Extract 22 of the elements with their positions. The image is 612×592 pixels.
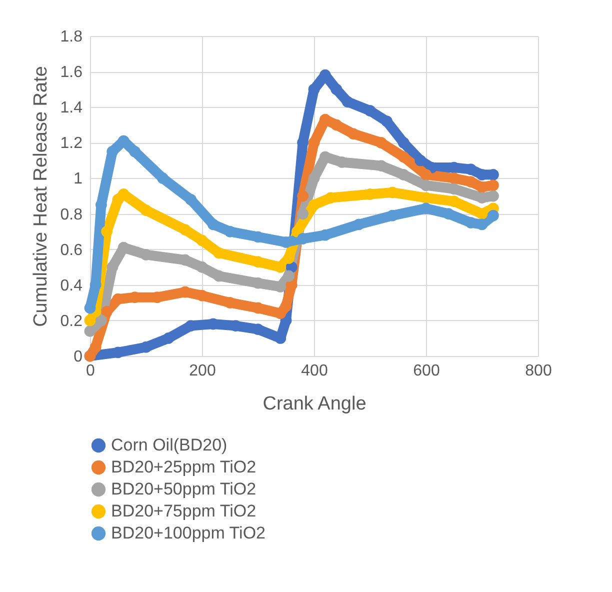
- x-tick-label: 400: [301, 362, 328, 380]
- x-axis-title: Crank Angle: [262, 394, 366, 414]
- y-tick-label: 0: [74, 348, 83, 366]
- y-tick-label: 1.8: [60, 28, 83, 46]
- y-tick-label: 0.4: [60, 277, 83, 294]
- x-tick-label: 600: [413, 362, 440, 380]
- legend-label: Corn Oil(BD20): [111, 436, 228, 454]
- y-tick-label: 0.2: [60, 312, 83, 330]
- y-tick-label: 1: [74, 170, 83, 188]
- x-tick-label: 0: [86, 362, 96, 380]
- legend-label: BD20+75ppm TiO2: [111, 502, 256, 520]
- x-tick-label: 200: [189, 362, 216, 380]
- y-tick-label: 1.6: [60, 64, 83, 82]
- y-tick-label: 0.6: [60, 242, 83, 259]
- x-tick-label: 800: [525, 362, 552, 380]
- y-axis-title: Cumulative Heat Release Rate: [30, 66, 52, 327]
- y-tick-label: 0.8: [60, 206, 83, 224]
- y-tick-label: 1.2: [60, 135, 83, 152]
- legend-label: BD20+100ppm TiO2: [111, 524, 266, 542]
- y-tick-label: 1.4: [60, 100, 83, 117]
- legend-label: BD20+50ppm TiO2: [111, 480, 256, 498]
- legend-label: BD20+25ppm TiO2: [111, 458, 256, 476]
